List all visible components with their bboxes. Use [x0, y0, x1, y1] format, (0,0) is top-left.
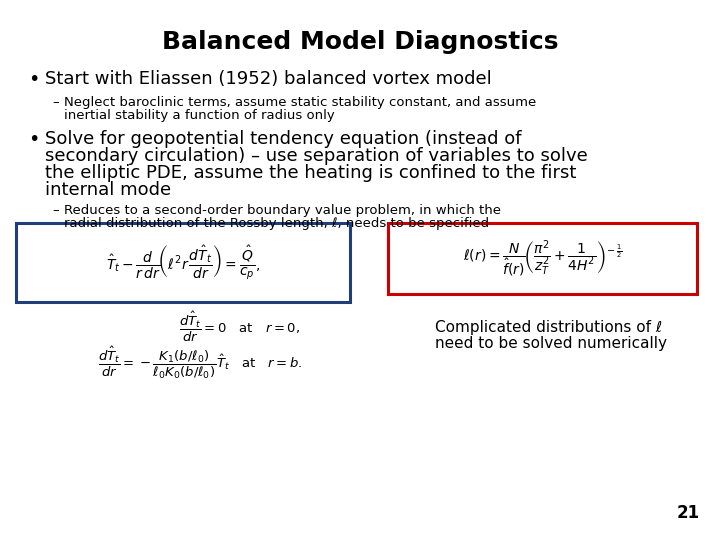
Text: $\dfrac{d\hat{T}_t}{dr} = -\dfrac{K_1(b/\ell_0)}{\ell_0 K_0(b/\ell_0)}\hat{T}_t : $\dfrac{d\hat{T}_t}{dr} = -\dfrac{K_1(b/… [98, 345, 302, 381]
Text: •: • [28, 130, 40, 149]
Text: $\dfrac{d\hat{T}_t}{dr} = 0 \quad \mathrm{at} \quad r = 0,$: $\dfrac{d\hat{T}_t}{dr} = 0 \quad \mathr… [179, 310, 300, 345]
Text: need to be solved numerically: need to be solved numerically [435, 336, 667, 351]
Text: $\ell(r) = \dfrac{N}{\hat{f}(r)}\!\left(\dfrac{\pi^2}{z_T^2} + \dfrac{1}{4H^2}\r: $\ell(r) = \dfrac{N}{\hat{f}(r)}\!\left(… [462, 239, 623, 279]
Text: internal mode: internal mode [45, 181, 171, 199]
Text: inertial stability a function of radius only: inertial stability a function of radius … [64, 109, 335, 122]
Text: $\hat{T}_t - \dfrac{d}{r\,dr}\!\left(\ell^2 r\,\dfrac{d\hat{T}_t}{dr}\right) = \: $\hat{T}_t - \dfrac{d}{r\,dr}\!\left(\el… [106, 244, 260, 282]
FancyBboxPatch shape [16, 223, 350, 302]
Text: the elliptic PDE, assume the heating is confined to the first: the elliptic PDE, assume the heating is … [45, 164, 577, 182]
Text: Balanced Model Diagnostics: Balanced Model Diagnostics [162, 30, 558, 54]
Text: radial distribution of the Rossby length, ℓ, needs to be specified: radial distribution of the Rossby length… [64, 217, 489, 230]
Text: •: • [28, 70, 40, 89]
Text: Complicated distributions of ℓ: Complicated distributions of ℓ [435, 320, 662, 335]
Text: Solve for geopotential tendency equation (instead of: Solve for geopotential tendency equation… [45, 130, 521, 148]
FancyBboxPatch shape [388, 223, 697, 294]
Text: Start with Eliassen (1952) balanced vortex model: Start with Eliassen (1952) balanced vort… [45, 70, 492, 88]
Text: secondary circulation) – use separation of variables to solve: secondary circulation) – use separation … [45, 147, 588, 165]
Text: –: – [52, 204, 58, 217]
Text: 21: 21 [677, 504, 700, 522]
Text: –: – [52, 96, 58, 109]
Text: Reduces to a second-order boundary value problem, in which the: Reduces to a second-order boundary value… [64, 204, 501, 217]
Text: Neglect baroclinic terms, assume static stability constant, and assume: Neglect baroclinic terms, assume static … [64, 96, 536, 109]
